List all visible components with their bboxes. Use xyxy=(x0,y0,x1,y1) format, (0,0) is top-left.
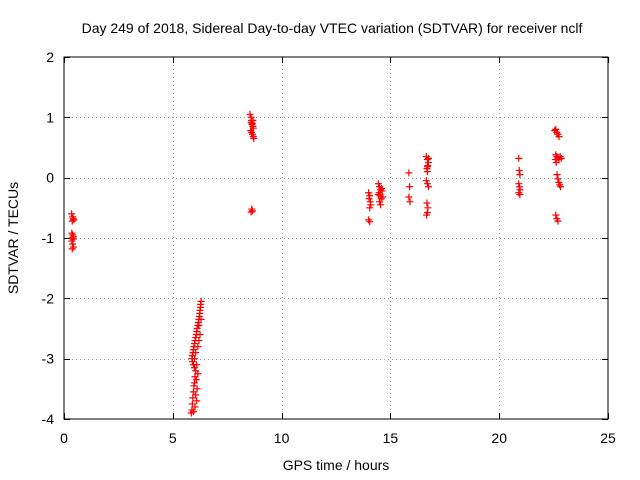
data-point xyxy=(248,207,256,215)
data-point xyxy=(557,154,565,162)
data-point xyxy=(554,217,562,225)
data-point xyxy=(195,321,203,329)
data-point xyxy=(365,195,373,203)
data-point xyxy=(195,337,203,345)
data-point xyxy=(250,134,258,142)
data-point xyxy=(190,382,198,390)
data-point xyxy=(191,403,199,411)
data-point xyxy=(374,180,382,188)
data-point xyxy=(552,159,560,167)
data-point xyxy=(551,156,559,164)
data-point xyxy=(554,175,562,183)
data-point xyxy=(365,216,373,224)
data-point xyxy=(405,193,413,201)
data-point xyxy=(192,334,200,342)
data-point xyxy=(378,187,386,195)
data-point xyxy=(515,183,523,191)
data-point xyxy=(405,169,413,177)
data-point xyxy=(68,245,76,253)
data-point xyxy=(377,186,385,194)
y-tick-label: -1 xyxy=(42,230,55,246)
x-axis-label: GPS time / hours xyxy=(283,457,390,473)
data-point xyxy=(197,315,205,323)
y-tick-label: 0 xyxy=(46,170,54,186)
data-point xyxy=(424,183,432,191)
x-tick-label: 0 xyxy=(60,430,68,446)
y-tick-label: -3 xyxy=(42,351,55,367)
data-point xyxy=(246,110,254,118)
data-point xyxy=(192,391,200,399)
data-point xyxy=(248,128,256,136)
data-point xyxy=(68,217,76,225)
data-point xyxy=(379,193,387,201)
x-tick-label: 20 xyxy=(491,430,507,446)
data-point xyxy=(194,370,202,378)
data-point xyxy=(515,154,523,162)
y-axis-label: SDTVAR / TECUs xyxy=(5,182,21,294)
data-point xyxy=(423,156,431,164)
y-tick-label: 2 xyxy=(46,49,54,65)
data-point xyxy=(196,331,204,339)
data-point xyxy=(192,376,200,384)
data-points xyxy=(68,110,565,417)
data-point xyxy=(422,177,430,185)
grid-lines xyxy=(64,57,608,419)
x-tick-label: 15 xyxy=(383,430,399,446)
data-point xyxy=(68,237,76,245)
data-point xyxy=(376,198,384,206)
y-tick-label: -4 xyxy=(42,411,55,427)
data-point xyxy=(377,201,385,209)
data-point xyxy=(552,125,560,133)
data-point xyxy=(406,198,414,206)
data-point xyxy=(366,218,374,226)
data-point xyxy=(515,166,523,174)
data-point xyxy=(423,199,431,207)
data-point xyxy=(247,208,255,216)
data-point xyxy=(192,349,200,357)
y-tick-label: 1 xyxy=(46,109,54,125)
x-tick-label: 5 xyxy=(169,430,177,446)
data-point xyxy=(374,191,382,199)
data-point xyxy=(516,191,524,199)
data-point xyxy=(366,192,374,200)
data-point xyxy=(555,133,563,141)
data-point xyxy=(193,361,201,369)
chart-title: Day 249 of 2018, Sidereal Day-to-day VTE… xyxy=(82,20,583,36)
data-point xyxy=(249,116,257,124)
data-point xyxy=(197,297,205,305)
y-tick-label: -2 xyxy=(42,290,55,306)
x-tick-label: 25 xyxy=(600,430,616,446)
data-point xyxy=(424,154,432,162)
data-point xyxy=(248,121,256,129)
data-point xyxy=(553,171,561,179)
data-point xyxy=(406,183,414,191)
data-point xyxy=(366,204,374,212)
data-point xyxy=(367,201,375,209)
axis-ticks: 0 5 10 15 20 25 -4 -3 -2 -1 0 1 2 xyxy=(42,49,616,446)
data-point xyxy=(191,355,199,363)
data-point xyxy=(515,180,523,188)
data-point xyxy=(552,211,560,219)
data-point xyxy=(516,171,524,179)
data-point xyxy=(193,385,201,393)
data-point xyxy=(423,163,431,171)
x-tick-label: 10 xyxy=(274,430,290,446)
data-point xyxy=(70,216,78,224)
data-point xyxy=(194,343,202,351)
data-point xyxy=(423,211,431,219)
data-point xyxy=(189,408,197,416)
data-point xyxy=(423,180,431,188)
data-point xyxy=(68,210,76,218)
data-point xyxy=(193,397,201,405)
data-point xyxy=(365,189,373,197)
data-point xyxy=(557,183,565,191)
